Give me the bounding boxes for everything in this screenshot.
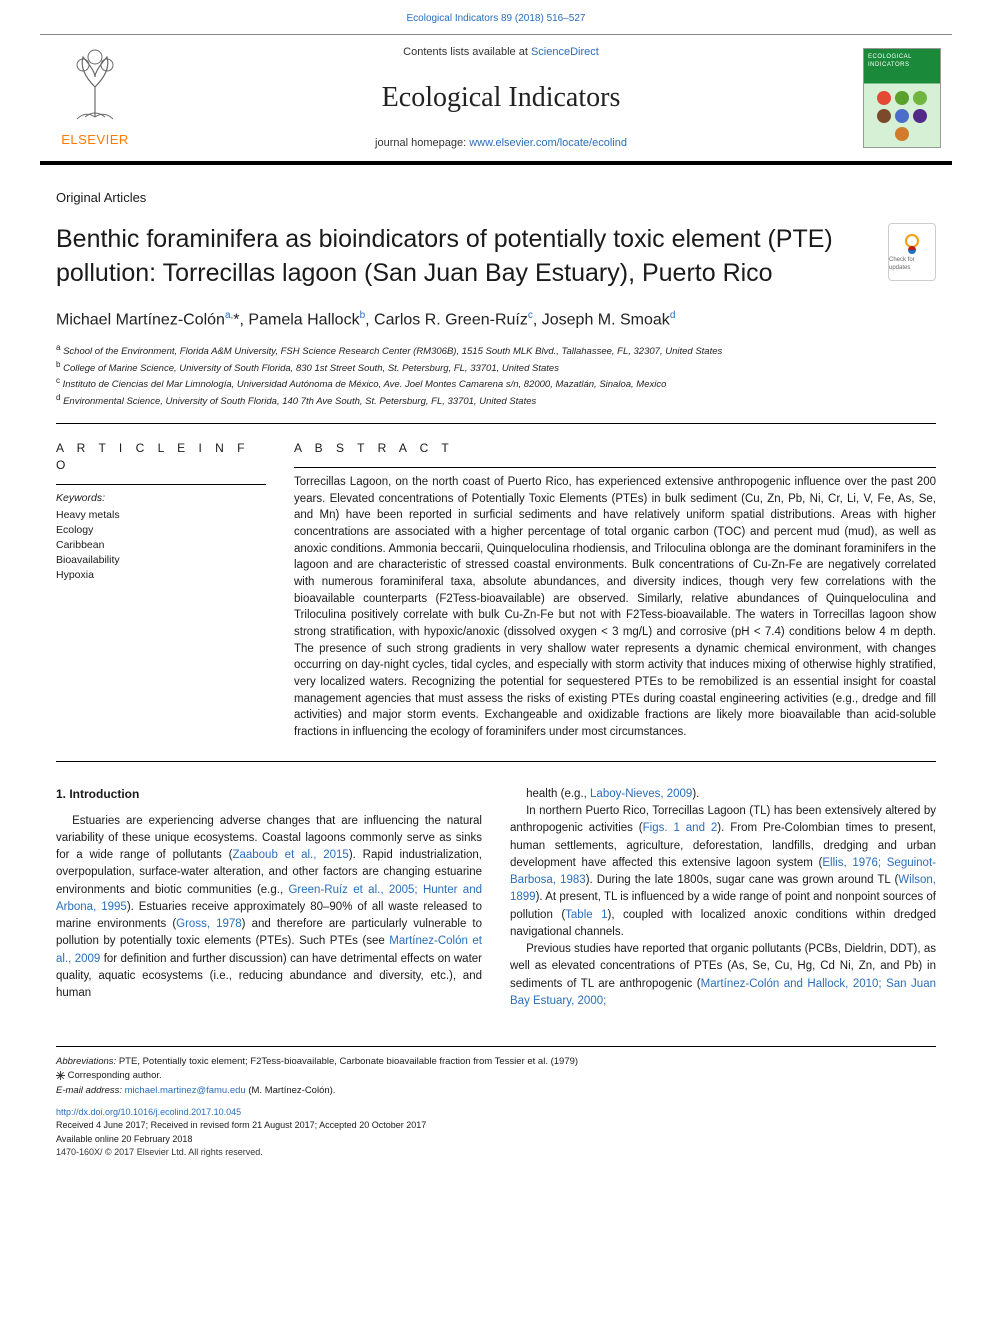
citation-link[interactable]: Gross, 1978 [176, 918, 242, 930]
abstract-column: A B S T R A C T Torrecillas Lagoon, on t… [294, 430, 936, 741]
publisher-label: ELSEVIER [61, 131, 129, 149]
header-center: Contents lists available at ScienceDirec… [150, 35, 852, 161]
check-updates-label: Check for updates [889, 256, 935, 273]
affiliation: c Instituto de Ciencias del Mar Limnolog… [56, 375, 936, 392]
body-columns: 1. Introduction Estuaries are experienci… [56, 786, 936, 1010]
email-label: E-mail address: [56, 1085, 122, 1096]
cover-dots [874, 91, 930, 141]
history-line: Received 4 June 2017; Received in revise… [56, 1119, 936, 1133]
abbrev-label: Abbreviations: [56, 1056, 116, 1067]
online-line: Available online 20 February 2018 [56, 1133, 936, 1147]
keywords-label: Keywords: [56, 491, 266, 506]
divider [294, 467, 936, 468]
journal-header: ELSEVIER Contents lists available at Sci… [40, 34, 952, 165]
homepage-url[interactable]: www.elsevier.com/locate/ecolind [469, 137, 627, 149]
abbrev-text: PTE, Potentially toxic element; F2Tess-b… [116, 1056, 578, 1067]
abbrev-line: Abbreviations: PTE, Potentially toxic el… [56, 1055, 936, 1069]
affiliation: b College of Marine Science, University … [56, 359, 936, 376]
citation-link[interactable]: Martínez-Colón et al., 2009 [56, 935, 482, 964]
asterisk-icon [56, 1071, 65, 1080]
homepage-pre: journal homepage: [375, 137, 469, 149]
divider [56, 761, 936, 762]
elsevier-tree-icon [55, 47, 135, 127]
article-title: Benthic foraminifera as bioindicators of… [56, 223, 872, 291]
keyword: Hypoxia [56, 568, 266, 583]
article-type: Original Articles [56, 189, 936, 207]
citation-link[interactable]: Ellis, 1976; Seguinot-Barbosa, 1983 [510, 857, 936, 886]
citation-link[interactable]: Green-Ruíz et al., 2005; Hunter and Arbo… [56, 884, 482, 913]
divider [56, 484, 266, 485]
check-updates-badge[interactable]: Check for updates [888, 223, 936, 281]
email-name: (M. Martínez-Colón). [246, 1085, 336, 1096]
abstract-heading: A B S T R A C T [294, 440, 936, 457]
corresponding-line: Corresponding author. [56, 1069, 936, 1083]
corresponding-text: Corresponding author. [68, 1070, 162, 1081]
citation-link[interactable]: Table 1 [565, 909, 607, 921]
affiliation: a School of the Environment, Florida A&M… [56, 342, 936, 359]
body-paragraph: Estuaries are experiencing adverse chang… [56, 813, 482, 1003]
body-paragraph: Previous studies have reported that orga… [510, 941, 936, 1010]
cover-thumbnail-cell: ECOLOGICAL INDICATORS [852, 35, 952, 161]
abstract-text: Torrecillas Lagoon, on the north coast o… [294, 474, 936, 741]
journal-name: Ecological Indicators [158, 78, 844, 117]
keywords-list: Heavy metalsEcologyCaribbeanBioavailabil… [56, 508, 266, 584]
citation-link[interactable]: Zaaboub et al., 2015 [232, 849, 348, 861]
journal-homepage-line: journal homepage: www.elsevier.com/locat… [158, 136, 844, 151]
body-paragraph: health (e.g., Laboy-Nieves, 2009). [510, 786, 936, 803]
cover-thumbnail: ECOLOGICAL INDICATORS [863, 48, 941, 148]
cover-title: ECOLOGICAL INDICATORS [868, 53, 940, 70]
email-link[interactable]: michael.martinez@famu.edu [125, 1085, 246, 1096]
affiliation: d Environmental Science, University of S… [56, 392, 936, 409]
keyword: Bioavailability [56, 553, 266, 568]
divider [56, 1046, 936, 1047]
doi-link[interactable]: http://dx.doi.org/10.1016/j.ecolind.2017… [56, 1107, 241, 1117]
publisher-logo: ELSEVIER [40, 35, 150, 161]
issue-link[interactable]: Ecological Indicators 89 (2018) 516–527 [0, 0, 992, 34]
copyright-line: 1470-160X/ © 2017 Elsevier Ltd. All righ… [56, 1146, 936, 1160]
keyword: Ecology [56, 523, 266, 538]
sciencedirect-line: Contents lists available at ScienceDirec… [158, 45, 844, 60]
keyword: Heavy metals [56, 508, 266, 523]
divider [56, 423, 936, 424]
contents-pre: Contents lists available at [403, 46, 531, 58]
email-line: E-mail address: michael.martinez@famu.ed… [56, 1084, 936, 1098]
citation-link[interactable]: Martínez-Colón and Hallock, 2010; San Ju… [510, 978, 936, 1007]
affiliations: a School of the Environment, Florida A&M… [56, 342, 936, 410]
citation-link[interactable]: Laboy-Nieves, 2009 [590, 788, 692, 800]
intro-heading: 1. Introduction [56, 786, 482, 803]
article-info-column: A R T I C L E I N F O Keywords: Heavy me… [56, 430, 266, 741]
keyword: Caribbean [56, 538, 266, 553]
article-info-heading: A R T I C L E I N F O [56, 440, 266, 474]
body-paragraph: In northern Puerto Rico, Torrecillas Lag… [510, 803, 936, 941]
citation-link[interactable]: Figs. 1 and 2 [643, 822, 718, 834]
sciencedirect-link[interactable]: ScienceDirect [531, 46, 599, 58]
footer-zone: Abbreviations: PTE, Potentially toxic el… [56, 1046, 936, 1160]
crossmark-icon [900, 232, 924, 256]
authors: Michael Martínez-Colóna,*, Pamela Halloc… [56, 309, 936, 332]
